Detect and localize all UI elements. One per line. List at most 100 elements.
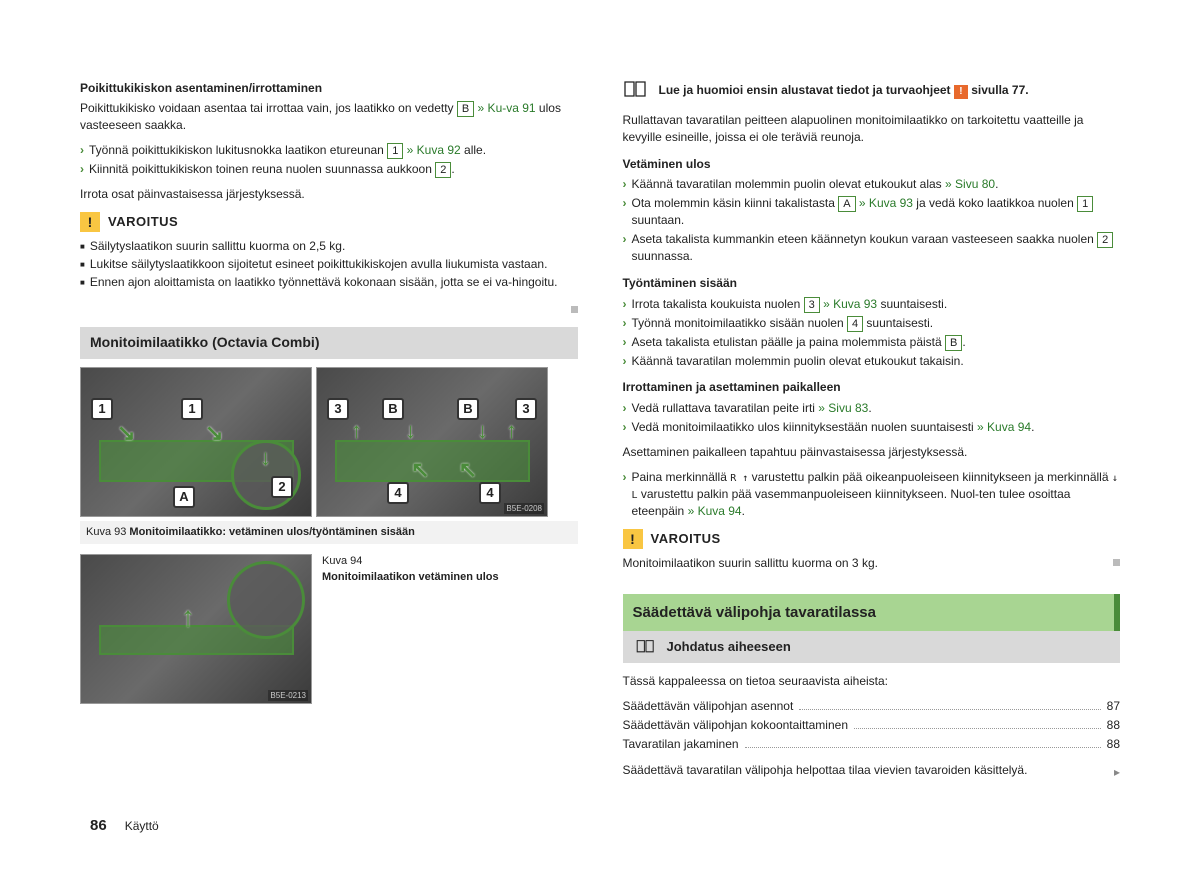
callout-label: 1 xyxy=(91,398,113,420)
toc-item[interactable]: Säädettävän välipohjan kokoontaittaminen… xyxy=(623,717,1121,734)
sub-heading: Työntäminen sisään xyxy=(623,275,1121,292)
figure-93-right: 3 B B 3 ↑ ↓ ↓ ↑ 4 4 ↖ ↖ B5E-0208 xyxy=(316,367,548,517)
bullet-arrow-icon: › xyxy=(80,142,84,159)
callout-label: A xyxy=(173,486,195,508)
bullet-square-icon: ■ xyxy=(80,238,85,256)
figure-93: 1 1 ↘ ↘ A 2 ↓ 3 B B 3 ↑ ↓ ↓ ↑ 4 4 xyxy=(80,367,578,517)
callout-label: 4 xyxy=(479,482,501,504)
bullet-arrow-icon: › xyxy=(623,469,627,520)
subsection-title: Poikittukikiskon asentaminen/irrottamine… xyxy=(80,80,578,97)
paragraph: Irrota osat päinvastaisessa järjestykses… xyxy=(80,186,578,203)
cross-ref-link[interactable]: » Kuva 92 xyxy=(403,143,460,157)
warning-title: VAROITUS xyxy=(108,213,178,231)
arrow-icon: ↑ xyxy=(351,416,362,447)
instruction-list: ›Irrota takalista koukuista nuolen 3 » K… xyxy=(623,296,1121,370)
figure-code: B5E-0213 xyxy=(268,690,308,701)
bullet-arrow-icon: › xyxy=(623,353,627,370)
callout-label: B xyxy=(382,398,404,420)
figure-94: ↑ B5E-0213 xyxy=(80,554,312,704)
warning-header: ! VAROITUS xyxy=(80,212,578,232)
bullet-square-icon: ■ xyxy=(80,274,85,292)
figure-caption: Kuva 93 Monitoimilaatikko: vetäminen ulo… xyxy=(80,521,578,544)
ref-label: 2 xyxy=(1097,232,1113,248)
cross-ref-link[interactable]: » Ku-va 91 xyxy=(474,101,535,115)
paragraph: Rullattavan tavaratilan peitteen alapuol… xyxy=(623,112,1121,146)
callout-label: 2 xyxy=(271,476,293,498)
bullet-square-icon: ■ xyxy=(80,256,85,274)
callout-label: 3 xyxy=(515,398,537,420)
arrow-icon: ↓ xyxy=(405,416,416,447)
cross-ref-link[interactable]: » Kuva 93 xyxy=(856,196,913,210)
toc-item[interactable]: Säädettävän välipohjan asennot 87 xyxy=(623,698,1121,715)
continue-icon: ▸ xyxy=(1114,764,1120,781)
bullet-arrow-icon: › xyxy=(623,334,627,351)
chapter-heading: Säädettävä välipohja tavaratilassa xyxy=(623,594,1121,631)
ref-label: 2 xyxy=(435,162,451,178)
figure-93-left: 1 1 ↘ ↘ A 2 ↓ xyxy=(80,367,312,517)
sub-heading: Irrottaminen ja asettaminen paikalleen xyxy=(623,379,1121,396)
bullet-arrow-icon: › xyxy=(80,161,84,178)
arrow-icon: ↓ xyxy=(477,416,488,447)
arrow-icon: ↑ xyxy=(506,416,517,447)
ref-label: 1 xyxy=(387,143,403,159)
paragraph: Poikittukikisko voidaan asentaa tai irro… xyxy=(80,100,578,134)
warning-list: ■Säilytyslaatikon suurin sallittu kuorma… xyxy=(80,238,578,292)
arrow-icon: ↘ xyxy=(117,418,135,449)
callout-label: 4 xyxy=(387,482,409,504)
hazard-ref-icon: ! xyxy=(954,85,968,99)
ref-label: B xyxy=(457,101,474,117)
toc-item[interactable]: Tavaratilan jakaminen 88 xyxy=(623,736,1121,753)
warning-icon: ! xyxy=(623,529,643,549)
arrow-icon: ↑ xyxy=(181,597,195,636)
paragraph: Säädettävä tavaratilan välipohja helpott… xyxy=(623,762,1121,779)
figure-code: B5E-0208 xyxy=(504,503,544,514)
ref-label: 4 xyxy=(847,316,863,332)
toc-list: Säädettävän välipohjan asennot 87 Säädet… xyxy=(623,698,1121,752)
toc-intro: Tässä kappaleessa on tietoa seuraavista … xyxy=(623,673,1121,690)
cross-ref-link[interactable]: » Sivu 83 xyxy=(818,401,868,415)
bullet-arrow-icon: › xyxy=(623,231,627,265)
marking-symbol: R ↑ xyxy=(730,473,748,484)
cross-ref-link[interactable]: » Kuva 94 xyxy=(977,420,1031,434)
right-column: Lue ja huomioi ensin alustavat tiedot ja… xyxy=(623,80,1121,787)
instruction-list: ›Paina merkinnällä R ↑ varustettu palkin… xyxy=(623,469,1121,520)
sub-heading: Vetäminen ulos xyxy=(623,156,1121,173)
arrow-icon: ↓ xyxy=(260,443,271,474)
bullet-arrow-icon: › xyxy=(623,176,627,193)
callout-label: 3 xyxy=(327,398,349,420)
paragraph: Asettaminen paikalleen tapahtuu päinvast… xyxy=(623,444,1121,461)
warning-icon: ! xyxy=(80,212,100,232)
section-end-marker xyxy=(1113,559,1120,566)
page-footer: 86 Käyttö xyxy=(90,815,159,836)
ref-label: A xyxy=(838,196,855,212)
figure-caption: Kuva 94 Monitoimilaatikon vetäminen ulos xyxy=(322,554,499,585)
warning-text: Monitoimilaatikon suurin sallittu kuorma… xyxy=(623,555,1121,572)
ref-label: 3 xyxy=(804,297,820,313)
arrow-icon: ↘ xyxy=(205,418,223,449)
section-heading: Johdatus aiheeseen xyxy=(623,631,1121,663)
book-icon xyxy=(623,80,649,100)
page-number: 86 xyxy=(90,815,107,836)
section-heading: Monitoimilaatikko (Octavia Combi) xyxy=(80,327,578,359)
instruction-list: ›Työnnä poikittukikiskon lukitusnokka la… xyxy=(80,142,578,178)
bullet-arrow-icon: › xyxy=(623,315,627,332)
bullet-arrow-icon: › xyxy=(623,419,627,436)
arrow-icon: ↖ xyxy=(459,455,477,486)
ref-label: B xyxy=(945,335,962,351)
left-column: Poikittukikiskon asentaminen/irrottamine… xyxy=(80,80,578,787)
bullet-arrow-icon: › xyxy=(623,400,627,417)
footer-section-name: Käyttö xyxy=(125,818,159,835)
cross-ref-link[interactable]: » Sivu 80 xyxy=(945,177,995,191)
book-icon xyxy=(633,637,659,657)
cross-ref-link[interactable]: » Kuva 94 xyxy=(688,504,742,518)
bullet-arrow-icon: › xyxy=(623,296,627,313)
warning-header: ! VAROITUS xyxy=(623,529,1121,549)
cross-ref-link[interactable]: » Kuva 93 xyxy=(820,297,877,311)
ref-label: 1 xyxy=(1077,196,1093,212)
bullet-arrow-icon: › xyxy=(623,195,627,229)
figure-94-wrap: ↑ B5E-0213 Kuva 94 Monitoimilaatikon vet… xyxy=(80,554,578,704)
warning-title: VAROITUS xyxy=(651,530,721,548)
callout-label: B xyxy=(457,398,479,420)
instruction-list: ›Vedä rullattava tavaratilan peite irti … xyxy=(623,400,1121,436)
callout-label: 1 xyxy=(181,398,203,420)
